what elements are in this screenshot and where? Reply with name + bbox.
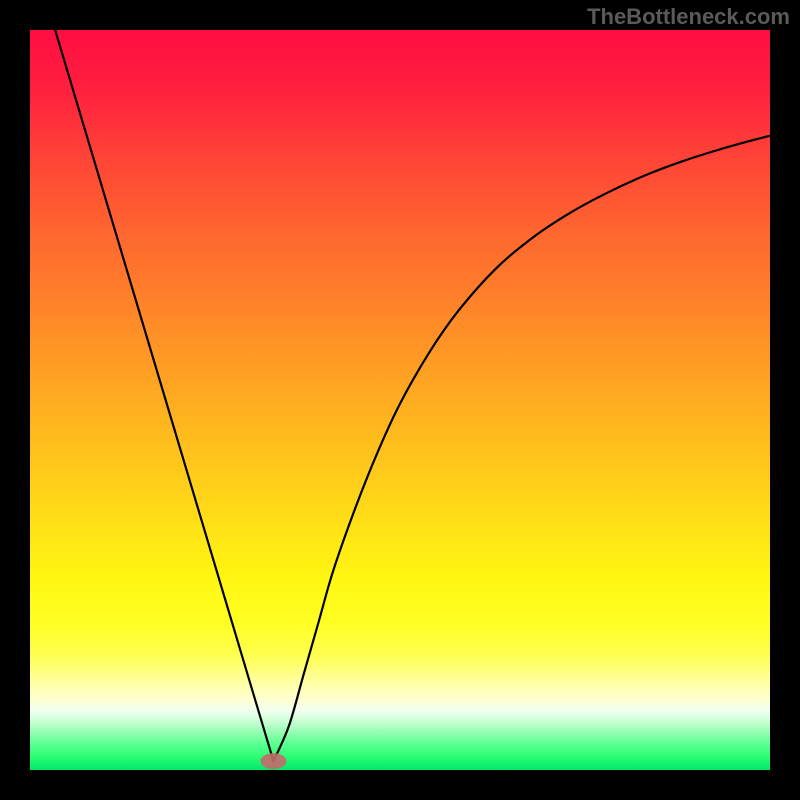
chart-container: TheBottleneck.com bbox=[0, 0, 800, 800]
bottleneck-chart bbox=[0, 0, 800, 800]
plot-background bbox=[30, 30, 770, 770]
minimum-marker bbox=[260, 753, 286, 769]
watermark-text: TheBottleneck.com bbox=[587, 4, 790, 30]
